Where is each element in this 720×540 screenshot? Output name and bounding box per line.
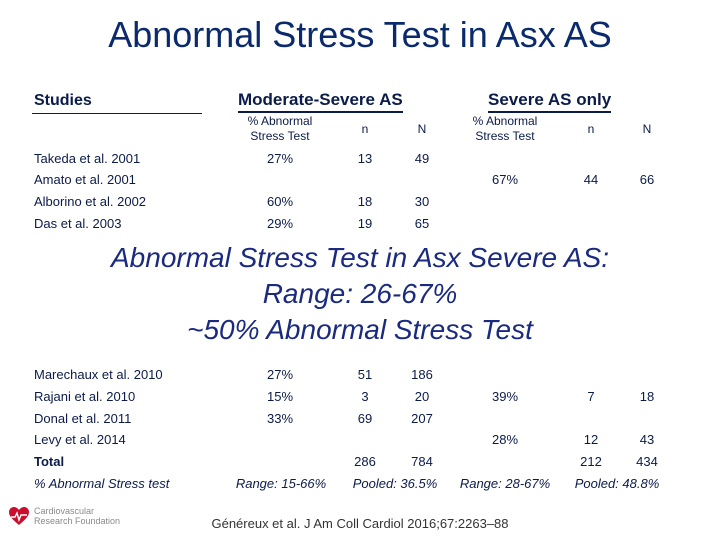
table-cell: 186 — [411, 367, 433, 382]
citation: Généreux et al. J Am Coll Cardiol 2016;6… — [211, 516, 509, 531]
table-cell: 27% — [266, 151, 294, 166]
table-cell: 33% — [266, 411, 294, 426]
table-cell: 207 — [411, 411, 433, 426]
table-row-study: Rajani et al. 2010 — [34, 389, 136, 404]
logo-line-2: Research Foundation — [34, 516, 121, 526]
studies-header: Studies — [34, 92, 92, 109]
table-cell: 66 — [639, 172, 655, 187]
ms-pct-subheader: % Abnormal Stress Test — [247, 114, 313, 143]
table-row-study: Levy et al. 2014 — [34, 432, 126, 447]
table-cell: 15% — [266, 389, 294, 404]
table-cell: 60% — [266, 194, 294, 209]
summary-s-pooled: Pooled: 48.8% — [574, 476, 660, 491]
table-row-study: Das et al. 2003 — [34, 216, 122, 231]
summary-ms-range: Range: 15-66% — [235, 476, 327, 491]
banner-line-2: Range: 26-67% — [262, 278, 458, 309]
s-pct-subheader: % Abnormal Stress Test — [472, 114, 538, 143]
total-label: Total — [34, 454, 65, 469]
table-row-study: Marechaux et al. 2010 — [34, 367, 163, 382]
logo-text: Cardiovascular Research Foundation — [34, 506, 120, 526]
table-row-study: Amato et al. 2001 — [34, 172, 136, 187]
table-cell: 3 — [361, 389, 369, 404]
table-cell: 39% — [491, 389, 519, 404]
total-s-N: 434 — [636, 454, 658, 469]
banner-line-3: ~50% Abnormal Stress Test — [187, 314, 533, 345]
table-cell: 69 — [357, 411, 373, 426]
table-cell: 44 — [583, 172, 599, 187]
table-cell: 13 — [357, 151, 373, 166]
total-ms-N: 784 — [411, 454, 433, 469]
table-cell: 18 — [357, 194, 373, 209]
header-divider — [32, 113, 202, 114]
table-row-study: Donal et al. 2011 — [34, 411, 132, 426]
ms-n-subheader: n — [361, 122, 369, 136]
heart-icon — [9, 507, 29, 525]
table-cell: 28% — [491, 432, 519, 447]
moderate-severe-header: Moderate-Severe AS — [238, 90, 403, 113]
table-cell: 30 — [414, 194, 430, 209]
page-title: Abnormal Stress Test in Asx AS — [108, 14, 612, 55]
table-cell: 12 — [583, 432, 599, 447]
summary-banner: Abnormal Stress Test in Asx Severe AS: R… — [0, 240, 720, 348]
table-cell: 51 — [357, 367, 373, 382]
table-row-study: Takeda et al. 2001 — [34, 151, 141, 166]
table-row-study: Alborino et al. 2002 — [34, 194, 147, 209]
ms-N-subheader: N — [417, 122, 427, 136]
severe-only-header: Severe AS only — [488, 90, 612, 113]
logo-line-1: Cardiovascular — [34, 506, 95, 516]
s-n-subheader: n — [587, 122, 595, 136]
table-cell: 7 — [587, 389, 595, 404]
total-ms-n: 286 — [354, 454, 376, 469]
table-cell: 27% — [266, 367, 294, 382]
table-cell: 19 — [357, 216, 373, 231]
s-N-subheader: N — [642, 122, 652, 136]
summary-ms-pooled: Pooled: 36.5% — [352, 476, 438, 491]
summary-s-range: Range: 28-67% — [459, 476, 551, 491]
banner-line-1: Abnormal Stress Test in Asx Severe AS: — [111, 242, 609, 273]
table-cell: 43 — [639, 432, 655, 447]
crf-logo: Cardiovascular Research Foundation — [8, 506, 120, 526]
table-cell: 20 — [414, 389, 430, 404]
table-cell: 65 — [414, 216, 430, 231]
table-cell: 29% — [266, 216, 294, 231]
table-cell: 67% — [491, 172, 519, 187]
summary-label: % Abnormal Stress test — [34, 476, 170, 491]
total-s-n: 212 — [580, 454, 602, 469]
table-cell: 18 — [639, 389, 655, 404]
table-cell: 49 — [414, 151, 430, 166]
